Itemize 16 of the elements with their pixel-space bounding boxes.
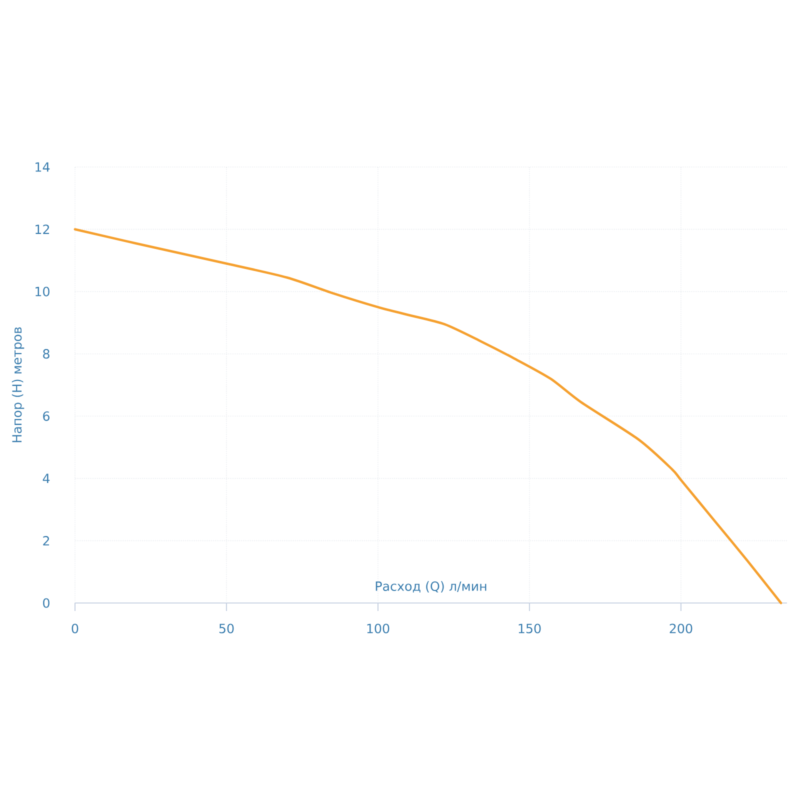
- y-tick-label: 6: [43, 411, 50, 421]
- y-tick-label: 2: [43, 536, 50, 546]
- x-axis-title: Расход (Q) л/мин: [376, 581, 486, 593]
- x-tick-label: 100: [367, 624, 390, 634]
- x-tick-label: 0: [72, 624, 78, 634]
- x-tick-label: 200: [670, 624, 692, 634]
- line-series: [74, 228, 782, 604]
- y-tick-label: 8: [43, 349, 50, 359]
- y-tick-label: 12: [36, 224, 50, 234]
- y-tick-label: 0: [43, 598, 50, 608]
- x-tick-label: 50: [219, 624, 234, 634]
- y-tick-label: 14: [36, 162, 50, 172]
- y-axis-title: Напор (H) метров: [12, 327, 24, 442]
- y-tick-label: 10: [36, 286, 50, 296]
- x-tick-label: 150: [518, 624, 541, 634]
- y-tick-label: 4: [42, 474, 50, 484]
